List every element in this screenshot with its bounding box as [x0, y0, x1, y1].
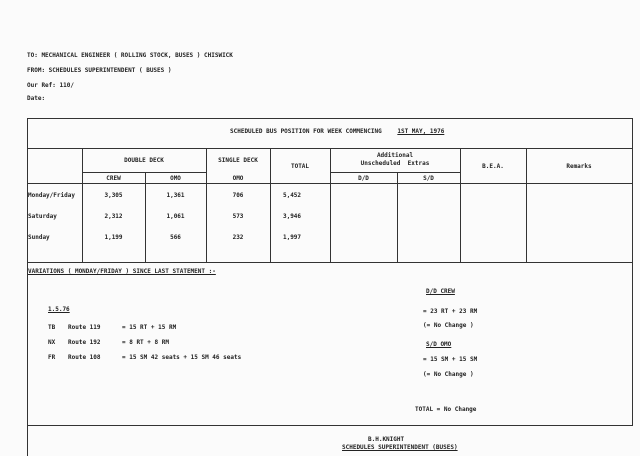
dd-crew-label: D/D CREW	[426, 288, 455, 295]
header-dd: D/D	[358, 175, 369, 182]
header-single-deck: SINGLE DECK	[218, 157, 258, 164]
header-double-deck: DOUBLE DECK	[124, 157, 164, 164]
memo-ref: Our Ref: 110/	[27, 82, 74, 89]
header-sd-omo: OMO	[232, 175, 244, 182]
sd-omo-label: S/D OMO	[426, 341, 452, 348]
dd-crew-change: = 23 RT + 23 RM	[423, 308, 478, 315]
dd-crew-note: (= No Change )	[423, 322, 474, 329]
header-extras: Additional Unscheduled Extras	[360, 152, 430, 167]
variations-date: 1.5.76	[48, 306, 70, 313]
memo-from: FROM: SCHEDULES SUPERINTENDENT ( BUSES )	[27, 67, 172, 74]
memo-to: TO: MECHANICAL ENGINEER ( ROLLING STOCK,…	[27, 52, 233, 59]
variations-heading: VARIATIONS ( MONDAY/FRIDAY ) SINCE LAST …	[28, 268, 216, 275]
header-crew: CREW	[106, 175, 121, 182]
header-bea: B.E.A.	[482, 163, 504, 170]
signature-name: B.H.KNIGHT	[368, 436, 405, 443]
signature-title: SCHEDULES SUPERINTENDENT (BUSES)	[342, 444, 458, 451]
header-dd-omo: OMO	[170, 175, 181, 182]
header-total: TOTAL	[290, 163, 310, 170]
header-sd: S/D	[423, 175, 434, 182]
sd-omo-note: (= No Change )	[423, 371, 474, 378]
total-change: TOTAL = No Change	[415, 406, 477, 413]
sd-omo-change: = 15 SM + 15 SM	[423, 356, 478, 363]
table-title: SCHEDULED BUS POSITION FOR WEEK COMMENCI…	[230, 128, 445, 135]
memo-date: Date:	[27, 95, 46, 102]
header-remarks: Remarks	[566, 163, 592, 170]
